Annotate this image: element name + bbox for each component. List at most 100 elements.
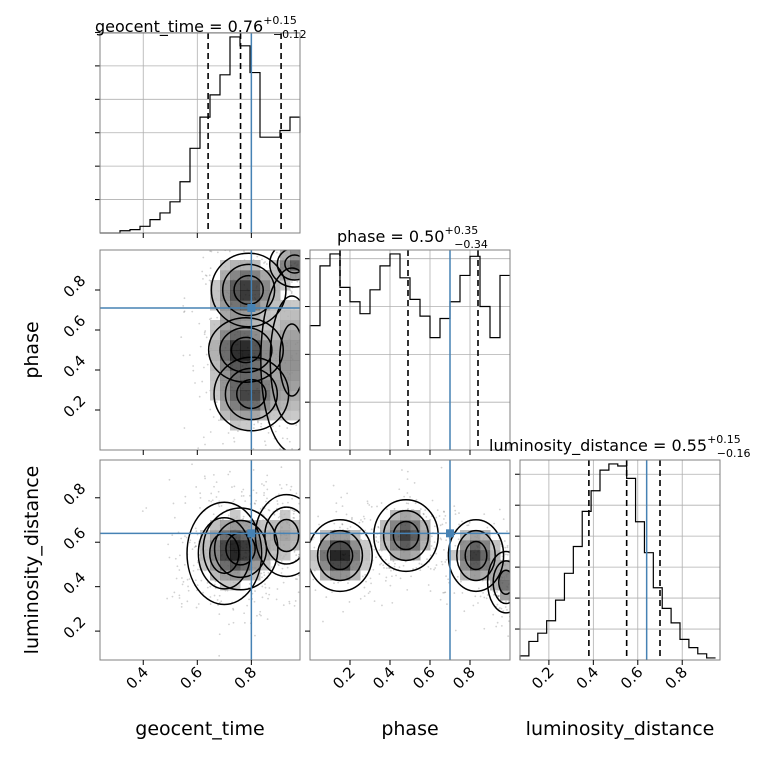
density-cell [210, 530, 221, 541]
sample-point [391, 601, 394, 604]
sample-point [279, 483, 281, 486]
sample-point [363, 595, 366, 598]
density-cell [350, 570, 361, 581]
sample-point [510, 524, 512, 526]
sample-point [259, 610, 262, 613]
histogram-step [100, 36, 301, 234]
sample-point [345, 513, 348, 516]
sample-point [233, 440, 236, 443]
sample-point [372, 568, 375, 571]
sample-point [206, 581, 209, 584]
sample-point [359, 597, 362, 600]
sample-point [277, 564, 280, 567]
density-layer [310, 460, 518, 660]
sample-point [281, 567, 284, 570]
sample-point [208, 274, 211, 277]
sample-point [390, 569, 392, 572]
sample-point [192, 569, 195, 572]
sample-point [429, 554, 432, 557]
sample-point [422, 512, 425, 515]
sample-point [295, 492, 298, 495]
sample-point [286, 437, 289, 440]
density-cell [310, 550, 321, 561]
sample-point [209, 603, 212, 605]
sample-point [373, 600, 376, 602]
sample-point [215, 496, 218, 498]
sample-point [243, 621, 246, 624]
density-cell [450, 550, 461, 561]
sample-point [406, 589, 409, 591]
sample-point [413, 482, 416, 484]
sample-point [508, 620, 510, 623]
sample-point [215, 401, 218, 403]
density-cell [240, 420, 251, 431]
sample-point [351, 516, 353, 519]
sample-point [303, 527, 305, 529]
sample-point [504, 606, 507, 608]
sample-point [375, 556, 377, 559]
density-cell [220, 260, 231, 271]
sample-point [180, 602, 183, 605]
sample-point [195, 606, 198, 609]
density-cell [240, 350, 251, 361]
density-cell [340, 560, 351, 571]
sample-point [293, 244, 295, 246]
sample-point [378, 549, 381, 552]
sample-point [376, 505, 378, 508]
density-cell [230, 310, 241, 321]
sample-point [304, 527, 306, 529]
sample-point [203, 475, 206, 478]
sample-point [511, 545, 513, 547]
sample-point [267, 597, 269, 600]
sample-point [197, 568, 199, 571]
sample-point [341, 523, 344, 525]
sample-point [307, 561, 309, 563]
sample-point [232, 621, 235, 624]
density-cell [250, 340, 261, 351]
sample-point [181, 541, 184, 544]
sample-point [407, 502, 410, 505]
sample-point [205, 391, 208, 394]
sample-point [218, 505, 221, 508]
density-cell [330, 570, 341, 581]
sample-point [302, 502, 304, 504]
sample-point [424, 509, 427, 512]
density-cell [320, 560, 331, 571]
sample-point [516, 549, 518, 551]
sample-point [195, 530, 198, 533]
sample-point [358, 521, 361, 524]
sample-point [388, 567, 390, 569]
density-cell [210, 370, 221, 381]
density-cell [200, 550, 211, 561]
panel-frame [99, 32, 301, 234]
density-cell [290, 300, 300, 311]
sample-point [242, 488, 245, 491]
sample-point [180, 537, 183, 540]
sample-point [307, 528, 309, 530]
sample-point [260, 422, 263, 425]
y-tick-label: 0.4 [60, 352, 90, 382]
y-tick-label: 0.6 [60, 312, 90, 342]
sample-point [183, 311, 185, 313]
sample-point [285, 483, 288, 486]
contour-line [382, 509, 430, 562]
sample-point [294, 578, 297, 580]
sample-point [244, 454, 246, 456]
density-cell [240, 390, 251, 401]
sample-point [510, 562, 512, 564]
sample-point [171, 534, 174, 537]
density-cell [490, 540, 501, 551]
sample-point [166, 597, 169, 600]
density-cell [390, 530, 401, 541]
sample-point [281, 437, 284, 440]
contour-line [268, 250, 300, 288]
sample-point [265, 480, 268, 483]
sample-point [298, 574, 300, 577]
sample-point [402, 564, 405, 567]
sample-point [182, 354, 185, 357]
sample-point [514, 610, 516, 612]
density-cell [490, 570, 501, 581]
density-cell [210, 350, 221, 361]
density-cell [230, 260, 241, 271]
sample-point [202, 591, 204, 594]
